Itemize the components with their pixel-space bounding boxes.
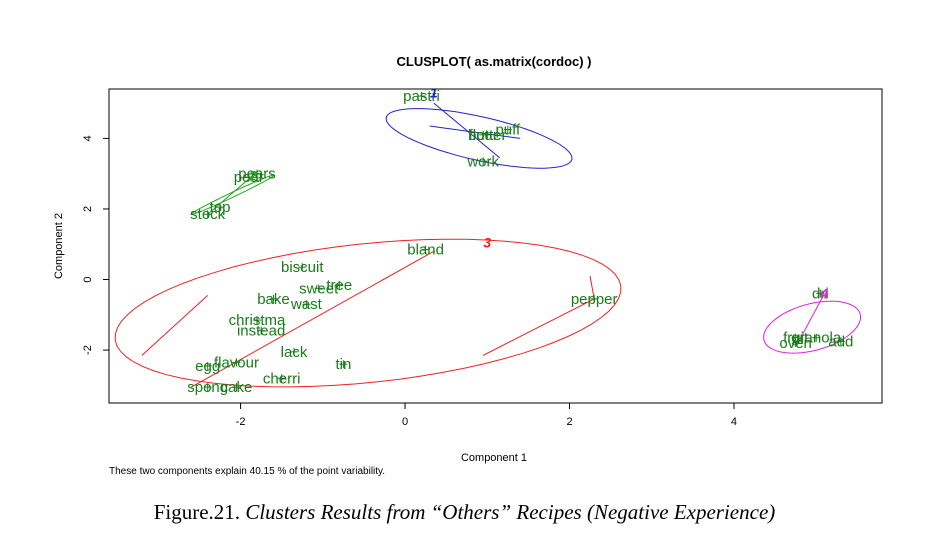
point-label: sweet	[299, 280, 339, 297]
point-label: spong	[187, 379, 228, 396]
point-label: instead	[237, 323, 285, 340]
caption-title: Clusters Results from “Others” Recipes (…	[245, 500, 776, 524]
point-label: flavour	[214, 354, 259, 371]
point-tin: tin	[335, 356, 351, 373]
point-granola: granola	[791, 330, 842, 347]
point-label: tree	[326, 277, 352, 294]
point-flavour: flavour	[214, 354, 259, 371]
point-wast: wast	[290, 296, 323, 313]
point-oven: oven	[779, 335, 812, 352]
cluster-line-5	[482, 298, 595, 356]
cluster-2-label: 2	[248, 167, 257, 183]
x-tick-label: 2	[566, 416, 572, 428]
point-add: add	[828, 333, 853, 350]
point-dri: dri	[812, 286, 829, 303]
cluster-line-0	[207, 175, 254, 215]
point-label: cherri	[263, 370, 301, 387]
point-label: oven	[779, 335, 812, 352]
chart-title: CLUSPLOT( as.matrix(cordoc) )	[396, 54, 591, 69]
point-label: bake	[257, 291, 290, 308]
cluster-3-label: 3	[483, 234, 491, 250]
point-label: pepper	[571, 291, 618, 308]
point-label: lack	[281, 344, 308, 361]
x-tick-label: -2	[236, 416, 246, 428]
point-label: cake	[221, 379, 253, 396]
point-egg: egg	[195, 358, 220, 375]
cluster-line-2	[429, 125, 521, 139]
point-puff: puff	[495, 122, 521, 139]
cluster-1-label: 1	[430, 85, 438, 101]
point-tree: tree	[326, 277, 352, 294]
point-stock: stock	[190, 206, 226, 223]
cluster-3-ellipse	[114, 238, 622, 388]
y-axis-label: Component 2	[53, 213, 65, 279]
point-pepper: pepper	[571, 291, 618, 308]
figure-caption: Figure.21. Clusters Results from “Others…	[0, 500, 929, 525]
point-pear: pear	[234, 169, 264, 186]
point-label: stock	[190, 206, 226, 223]
point-label: pears	[238, 166, 276, 183]
point-label: granola	[791, 330, 842, 347]
y-tick-label: 0	[82, 276, 94, 282]
cluster-4-label: 4	[820, 286, 829, 302]
point-pears: pears	[238, 166, 276, 183]
caption-prefix: Figure.21.	[153, 500, 246, 524]
cluster-line-1	[433, 102, 500, 159]
point-label: fruit	[783, 330, 809, 347]
cluster-line-3	[190, 250, 435, 388]
point-label: add	[828, 333, 853, 350]
point-work: work	[466, 153, 499, 170]
point-label: christma	[229, 312, 286, 329]
cluster-line-6	[589, 275, 595, 300]
point-label: biscuit	[281, 259, 324, 276]
cluster-1-ellipse	[385, 108, 573, 169]
point-cherri: cherri	[263, 370, 301, 387]
x-axis-label: Component 1	[461, 452, 527, 464]
point-label: work	[466, 153, 499, 170]
point-top: top	[210, 199, 231, 216]
point-label: wast	[290, 296, 323, 313]
point-bland: bland	[407, 242, 444, 259]
variability-footnote: These two components explain 40.15 % of …	[109, 466, 385, 477]
point-bake: bake	[257, 291, 290, 308]
point-instead: instead	[237, 323, 285, 340]
cluster-line-4	[141, 295, 209, 356]
point-lack: lack	[281, 344, 308, 361]
point-biscuit: biscuit	[281, 259, 324, 276]
y-tick-label: 4	[82, 135, 94, 141]
point-label: puff	[495, 122, 521, 139]
y-tick-label: -2	[82, 345, 94, 355]
point-christma: christma	[229, 312, 286, 329]
point-sweet: sweet	[299, 280, 339, 297]
x-tick-label: 4	[731, 416, 737, 428]
point-label: egg	[195, 358, 220, 375]
point-label: pastri	[403, 88, 440, 105]
point-spong: spong	[187, 379, 228, 396]
point-label: dri	[812, 286, 829, 303]
axes: -2 0 2 4 -2 0 2 4	[82, 135, 737, 428]
cluster-4-ellipse	[763, 300, 861, 354]
point-pastri: pastri	[403, 88, 440, 105]
point-label: butter	[468, 127, 506, 144]
point-cake: cake	[221, 379, 253, 396]
point-label: flour	[469, 127, 498, 144]
plot-frame	[108, 88, 883, 404]
y-tick-label: 2	[82, 206, 94, 212]
point-label: pear	[234, 169, 264, 186]
point-label: tin	[335, 356, 351, 373]
cluster-line-7	[799, 293, 825, 340]
point-label: top	[210, 199, 231, 216]
point-label: bland	[407, 242, 444, 259]
cluster-2-ellipse	[190, 174, 275, 215]
x-tick-label: 0	[402, 416, 408, 428]
point-butter: butter	[468, 127, 506, 144]
